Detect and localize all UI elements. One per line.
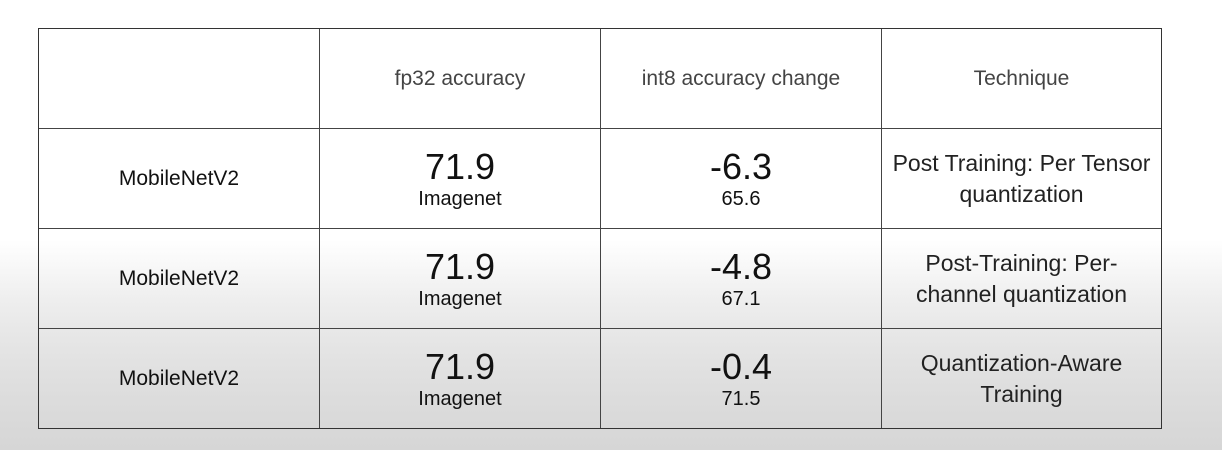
header-label-fp32-accuracy: fp32 accuracy xyxy=(394,66,526,90)
table-row-1-model: MobileNetV2 xyxy=(39,129,320,229)
header-cell-int8: int8 accuracy change xyxy=(601,29,882,129)
fp32-accuracy-value: 71.9 xyxy=(424,245,496,287)
fp32-dataset-label: Imagenet xyxy=(418,287,502,310)
header-label-technique: Technique xyxy=(973,66,1070,90)
int8-accuracy-value: 71.5 xyxy=(721,387,761,410)
technique-label: Quantization-Aware Training xyxy=(920,349,1123,407)
header-cell-technique: Technique xyxy=(882,29,1161,129)
table-row-3-fp32: 71.9 Imagenet xyxy=(320,329,601,428)
int8-accuracy-change-value: -4.8 xyxy=(709,245,773,287)
table-row-2-model: MobileNetV2 xyxy=(39,229,320,329)
table-row-1-fp32: 71.9 Imagenet xyxy=(320,129,601,229)
fp32-dataset-label: Imagenet xyxy=(418,387,502,410)
table-row-2-fp32: 71.9 Imagenet xyxy=(320,229,601,329)
header-cell-fp32: fp32 accuracy xyxy=(320,29,601,129)
fp32-dataset-label: Imagenet xyxy=(418,187,502,210)
table-row-3-model: MobileNetV2 xyxy=(39,329,320,428)
accuracy-table: fp32 accuracy int8 accuracy change Techn… xyxy=(38,28,1162,429)
int8-accuracy-value: 67.1 xyxy=(721,287,761,310)
header-label-int8-accuracy-change: int8 accuracy change xyxy=(641,66,841,90)
model-name: MobileNetV2 xyxy=(118,366,240,390)
table-row-1-int8: -6.3 65.6 xyxy=(601,129,882,229)
model-name: MobileNetV2 xyxy=(118,266,240,290)
fp32-accuracy-value: 71.9 xyxy=(424,345,496,387)
table-row-3-int8: -0.4 71.5 xyxy=(601,329,882,428)
fp32-accuracy-value: 71.9 xyxy=(424,145,496,187)
int8-accuracy-change-value: -0.4 xyxy=(709,345,773,387)
table-row-3-technique: Quantization-Aware Training xyxy=(882,329,1161,428)
int8-accuracy-value: 65.6 xyxy=(721,187,761,210)
model-name: MobileNetV2 xyxy=(118,166,240,190)
technique-label: Post-Training: Per-channel quantization xyxy=(916,249,1127,307)
table-row-2-technique: Post-Training: Per-channel quantization xyxy=(882,229,1161,329)
technique-label: Post Training: Per Tensor quantization xyxy=(892,149,1151,207)
table-row-1-technique: Post Training: Per Tensor quantization xyxy=(882,129,1161,229)
table-row-2-int8: -4.8 67.1 xyxy=(601,229,882,329)
int8-accuracy-change-value: -6.3 xyxy=(709,145,773,187)
header-cell-empty xyxy=(39,29,320,129)
